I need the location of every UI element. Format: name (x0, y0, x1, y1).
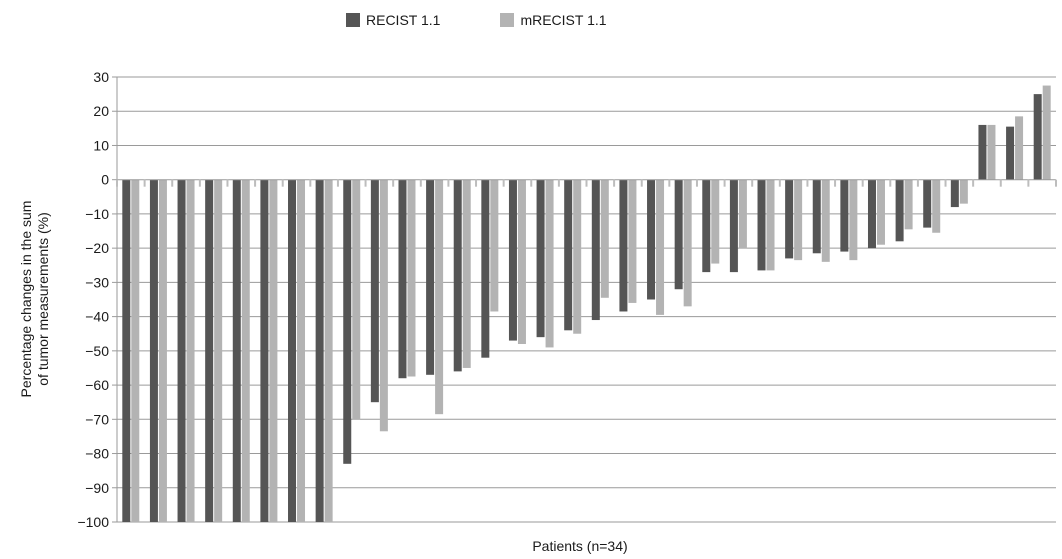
bar-recist (757, 179, 766, 271)
bar-mrecist (462, 179, 471, 368)
legend: RECIST 1.1 mRECIST 1.1 (346, 10, 667, 30)
y-axis-label-line1: Percentage changes in the sum (18, 200, 34, 398)
y-tick-label: −60 (85, 377, 109, 393)
bar-recist (453, 179, 462, 372)
bar-mrecist (656, 179, 665, 315)
legend-item-recist: RECIST 1.1 (346, 12, 440, 28)
bar-mrecist (1015, 116, 1024, 180)
bar-mrecist (932, 179, 941, 233)
bar-mrecist (959, 179, 968, 204)
bar-mrecist (352, 179, 361, 420)
bar-mrecist (738, 179, 747, 249)
bar-recist (149, 179, 158, 522)
axes (112, 76, 1057, 523)
y-tick-label: 10 (93, 137, 109, 153)
y-tick-label: −40 (85, 309, 109, 325)
bar-mrecist (573, 179, 582, 334)
bar-mrecist (683, 179, 692, 307)
bar-recist (398, 179, 407, 379)
bar-recist (978, 124, 987, 180)
bar-recist (481, 179, 490, 358)
bar-recist (785, 179, 794, 259)
bar-recist (232, 179, 241, 522)
bar-recist (370, 179, 379, 403)
bar-mrecist (904, 179, 913, 230)
bar-mrecist (214, 179, 223, 522)
legend-swatch-recist (346, 13, 360, 27)
bar-mrecist (297, 179, 306, 522)
bar-recist (205, 179, 214, 522)
bar-recist (647, 179, 656, 300)
bars (122, 85, 1051, 522)
bar-mrecist (600, 179, 609, 298)
y-tick-label: 0 (101, 172, 109, 188)
bar-recist (288, 179, 297, 522)
y-tick-label: −20 (85, 240, 109, 256)
bar-recist (508, 179, 517, 341)
bar-mrecist (766, 179, 775, 271)
y-tick-label: −80 (85, 446, 109, 462)
bar-mrecist (517, 179, 526, 344)
bar-recist (619, 179, 628, 312)
bar-mrecist (407, 179, 416, 377)
bar-recist (812, 179, 821, 254)
bar-mrecist (849, 179, 858, 261)
y-axis-label-line2: of tumor measurements (%) (35, 212, 51, 386)
bar-mrecist (186, 179, 195, 522)
bar-recist (426, 179, 435, 375)
bar-mrecist (324, 179, 333, 522)
bar-mrecist (794, 179, 803, 261)
legend-label-mrecist: mRECIST 1.1 (520, 12, 607, 28)
y-axis-label: Percentage changes in the sum of tumor m… (18, 149, 52, 449)
bar-recist (564, 179, 573, 331)
bar-mrecist (821, 179, 830, 262)
bar-recist (315, 179, 324, 522)
bar-mrecist (158, 179, 167, 522)
bar-recist (895, 179, 904, 242)
bar-recist (260, 179, 269, 522)
bar-recist (867, 179, 876, 249)
bar-recist (177, 179, 186, 522)
legend-label-recist: RECIST 1.1 (366, 12, 441, 28)
bar-mrecist (987, 124, 996, 180)
bar-recist (343, 179, 352, 464)
x-axis-label: Patients (n=34) (532, 538, 628, 554)
bar-recist (122, 179, 131, 522)
bar-mrecist (131, 179, 140, 522)
bar-mrecist (241, 179, 250, 522)
legend-item-mrecist: mRECIST 1.1 (500, 12, 607, 28)
bar-recist (1006, 126, 1015, 180)
bar-recist (1033, 94, 1042, 180)
y-tick-label: −100 (77, 514, 109, 530)
y-tick-labels: 30 20 10 0 −10 −20 −30 −40 −50 −60 −70 −80 −90 −100 (77, 69, 109, 530)
y-tick-label: −30 (85, 274, 109, 290)
bar-mrecist (1042, 85, 1051, 180)
bar-recist (591, 179, 600, 321)
y-tick-label: 20 (93, 103, 109, 119)
legend-swatch-mrecist (500, 13, 515, 27)
bar-recist (840, 179, 849, 252)
bar-mrecist (269, 179, 278, 522)
bar-mrecist (490, 179, 499, 312)
bar-mrecist (876, 179, 885, 245)
bar-recist (674, 179, 683, 290)
bar-mrecist (628, 179, 637, 303)
bar-recist (950, 179, 959, 208)
bar-mrecist (435, 179, 444, 415)
y-tick-label: 30 (93, 69, 109, 85)
bar-recist (923, 179, 932, 228)
y-tick-label: −90 (85, 480, 109, 496)
bar-recist (536, 179, 545, 338)
bar-mrecist (379, 179, 388, 432)
y-tick-label: −70 (85, 411, 109, 427)
gridlines (117, 76, 1056, 523)
bar-mrecist (711, 179, 720, 264)
bar-mrecist (545, 179, 554, 348)
y-tick-label: −10 (85, 206, 109, 222)
bar-recist (702, 179, 711, 273)
y-tick-label: −50 (85, 343, 109, 359)
bar-recist (729, 179, 738, 273)
